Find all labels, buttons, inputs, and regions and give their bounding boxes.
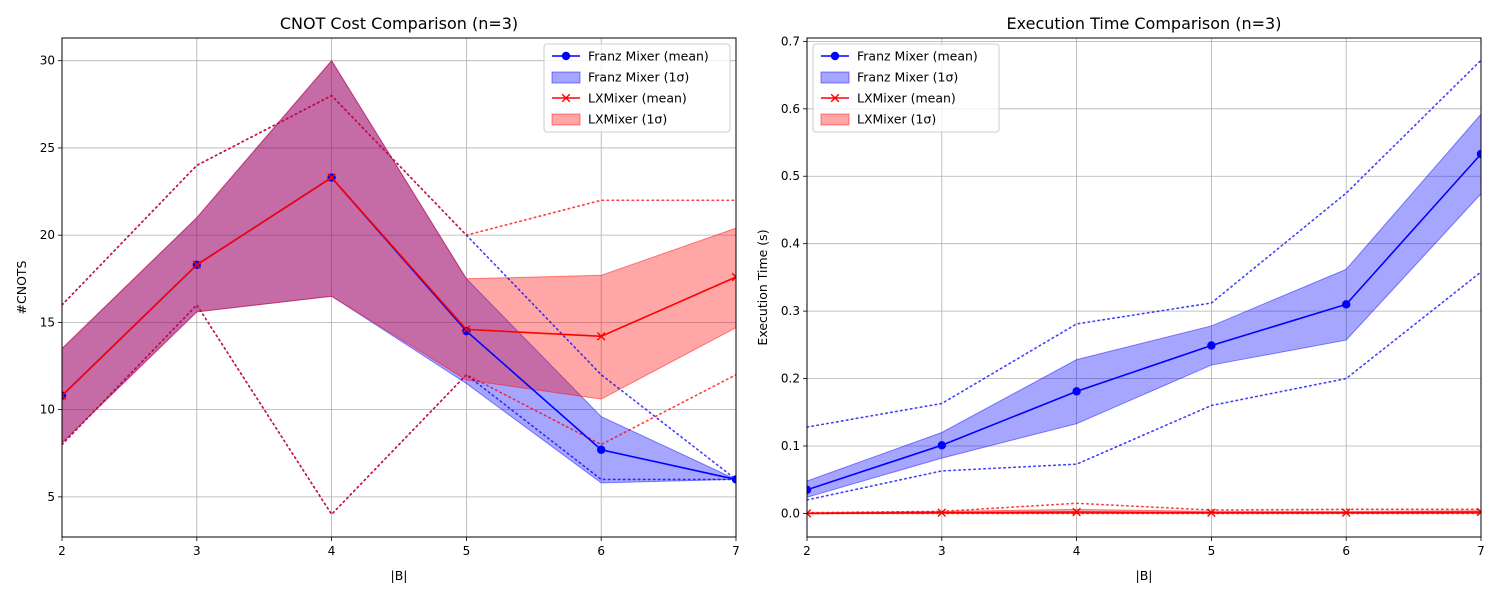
lxmixer-mean-point <box>327 173 336 182</box>
x-tick-label: 3 <box>938 544 946 558</box>
y-axis-label: Execution Time (s) <box>755 229 770 345</box>
legend-band-swatch <box>820 71 850 84</box>
legend-label: Franz Mixer (mean) <box>588 49 709 64</box>
y-tick-label: 0.4 <box>781 237 800 251</box>
lxmixer-mean-point <box>1476 507 1481 517</box>
legend-marker-x <box>561 93 571 103</box>
franz-mean-point <box>807 485 812 494</box>
legend: Franz Mixer (mean) Franz Mixer (1σ) LXMixe… <box>543 43 731 133</box>
axis-ticks: 2 3 4 5 6 7 0.0 0.1 0.2 0.3 0.4 0.5 0.6 0.7 <box>781 34 1485 558</box>
lxmixer-mean-point <box>1341 508 1351 518</box>
lxmixer-max-line <box>807 502 1481 514</box>
lxmixer-mean-point <box>937 508 947 518</box>
legend-label: Franz Mixer (mean) <box>857 49 978 64</box>
chart-title: Execution Time Comparison (n=3) <box>1007 14 1282 33</box>
grid-lines <box>61 38 737 537</box>
x-tick-label: 7 <box>1477 544 1485 558</box>
franz-max-line <box>807 59 1481 428</box>
legend-box <box>543 43 731 133</box>
lxmixer-mean-point <box>731 272 736 282</box>
x-tick-label: 4 <box>1073 544 1081 558</box>
lxmixer-mean-line <box>62 176 736 397</box>
std-band-lxmixer <box>62 59 736 444</box>
x-axis-label: |B| <box>1136 568 1153 583</box>
y-tick-label: 15 <box>40 315 55 329</box>
legend: Franz Mixer (mean) Franz Mixer (1σ) LXMixe… <box>812 43 1000 133</box>
franz-mean-point <box>1207 341 1216 350</box>
x-tick-label: 4 <box>328 544 336 558</box>
legend-label: Franz Mixer (1σ) <box>857 70 958 85</box>
y-axis-label: #CNOTS <box>14 260 29 314</box>
legend-label: LXMixer (mean) <box>857 91 956 106</box>
legend-label: LXMixer (mean) <box>588 91 687 106</box>
x-tick-label: 3 <box>193 544 201 558</box>
chart-cnot-cost: 2 3 4 5 6 7 5 10 15 20 25 30 CNOT Cost Comparison (… <box>14 14 740 583</box>
axis-ticks: 2 3 4 5 6 7 5 10 15 20 25 30 <box>40 54 740 558</box>
legend-label: LXMixer (1σ) <box>588 112 667 127</box>
franz-mean-point <box>731 475 736 484</box>
chart-title: CNOT Cost Comparison (n=3) <box>280 14 518 33</box>
y-tick-label: 0.1 <box>781 439 800 453</box>
x-tick-label: 2 <box>803 544 811 558</box>
franz-mean-point <box>597 445 606 454</box>
legend-label: LXMixer (1σ) <box>857 112 936 127</box>
y-tick-label: 0.2 <box>781 372 800 386</box>
lxmixer-min-line <box>62 303 736 516</box>
legend-marker-circle <box>830 51 840 61</box>
chart-execution-time: 2 3 4 5 6 7 0.0 0.1 0.2 0.3 0.4 0.5 0.6 0.7 Execution… <box>755 14 1485 583</box>
legend-marker-circle <box>561 51 571 61</box>
x-axis-label: |B| <box>391 568 408 583</box>
legend-band-swatch <box>551 71 581 84</box>
legend-box <box>812 43 1000 133</box>
legend-label: Franz Mixer (1σ) <box>588 70 689 85</box>
lxmixer-mean-point <box>62 391 67 400</box>
franz-mean-point <box>937 441 946 450</box>
series-lines <box>62 94 736 516</box>
plot-area-frame <box>806 37 1482 538</box>
y-tick-label: 0.0 <box>781 506 800 520</box>
std-bands <box>62 59 736 484</box>
y-tick-label: 25 <box>40 141 55 155</box>
lxmixer-mean-point <box>1207 508 1216 518</box>
y-tick-label: 0.5 <box>781 169 800 183</box>
x-tick-label: 6 <box>597 544 605 558</box>
y-tick-label: 0.6 <box>781 102 800 116</box>
y-tick-label: 30 <box>40 54 55 68</box>
lxmixer-mean-point <box>462 325 471 334</box>
legend-marker-x <box>830 93 840 103</box>
x-tick-label: 5 <box>463 544 471 558</box>
plot-area-frame <box>61 37 737 538</box>
y-tick-label: 10 <box>40 403 55 417</box>
franz-mean-point <box>1476 149 1481 159</box>
franz-mean-point <box>1342 300 1351 309</box>
x-tick-label: 7 <box>732 544 740 558</box>
franz-mean-line <box>807 153 1481 491</box>
std-band-franz <box>62 59 736 484</box>
y-tick-label: 0.3 <box>781 304 800 318</box>
lxmixer-max-line <box>62 94 736 306</box>
lxmixer-mean-point <box>192 260 202 270</box>
x-tick-label: 6 <box>1342 544 1350 558</box>
y-tick-label: 0.7 <box>781 34 800 48</box>
franz-min-line <box>807 271 1481 501</box>
y-tick-label: 5 <box>47 490 55 504</box>
lxmixer-mean-point <box>596 332 606 341</box>
x-tick-label: 5 <box>1208 544 1216 558</box>
x-tick-label: 2 <box>58 544 66 558</box>
legend-band-swatch <box>551 113 581 126</box>
legend-band-swatch <box>820 113 850 126</box>
series-lines <box>807 59 1481 518</box>
y-tick-label: 20 <box>40 228 55 242</box>
lxmixer-mean-point <box>807 509 812 518</box>
franz-mean-point <box>1072 387 1081 396</box>
lxmixer-mean-point <box>1072 507 1081 517</box>
lxmixer-mean-line <box>807 511 1481 515</box>
